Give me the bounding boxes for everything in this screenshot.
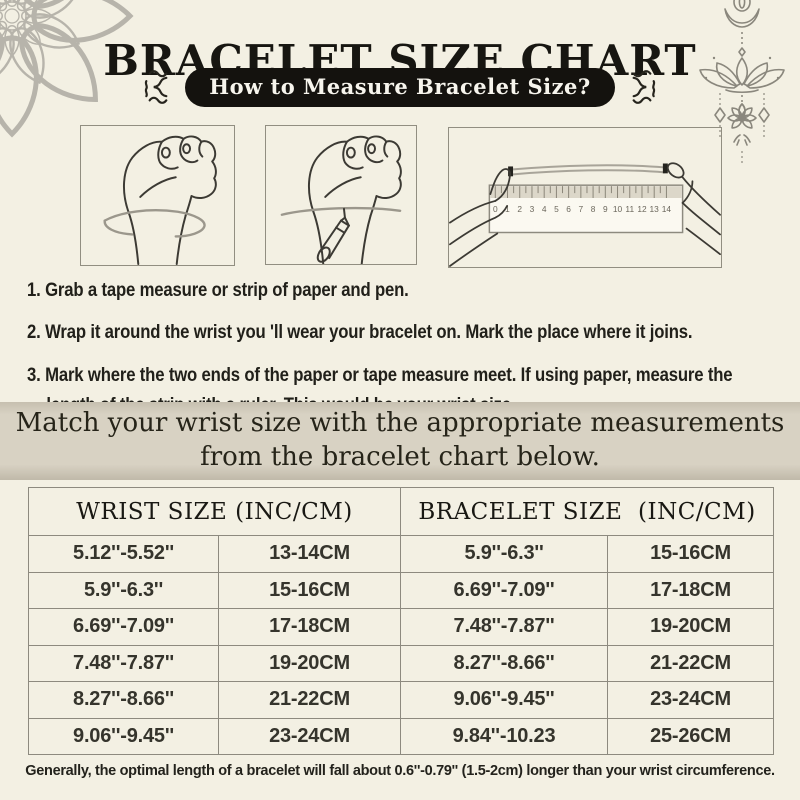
- table-row: 5.9''-6.3'' 15-16CM 6.69''-7.09'' 17-18CM: [28, 571, 775, 609]
- step-2: 2. Wrap it around the wrist you 'll wear…: [27, 318, 784, 348]
- match-instruction-band: Match your wrist size with the appropria…: [0, 402, 800, 480]
- ruler-number: 10: [613, 204, 623, 214]
- ruler-icon: 0 1 2 3 4 5 6 7 8 9 10 11 12 13 14: [488, 184, 684, 234]
- ruler-number: 8: [591, 204, 596, 214]
- step-1: 1. Grab a tape measure or strip of paper…: [27, 276, 784, 306]
- ruler-number: 5: [554, 204, 559, 214]
- ruler-number: 13: [650, 204, 660, 214]
- squiggle-left-icon: [145, 70, 168, 104]
- size-cell: 23-24CM: [606, 681, 775, 719]
- size-cell: 6.69''-7.09'': [28, 608, 219, 646]
- step-1-number: 1.: [27, 280, 41, 301]
- paper-strip-icon: [512, 164, 665, 176]
- marker-pen-icon: [316, 207, 350, 263]
- size-cell: 5.9''-6.3'': [400, 535, 608, 573]
- table-row: 9.06''-9.45'' 23-24CM 9.84''-10.23 25-26CM: [28, 717, 775, 755]
- ruler-number: 0: [493, 204, 498, 214]
- table-row: 6.69''-7.09'' 17-18CM 7.48''-7.87'' 19-20CM: [28, 608, 775, 646]
- lotus-ornament-icon: [699, 0, 785, 163]
- table-row: 8.27''-8.66'' 21-22CM 9.06''-9.45'' 23-24CM: [28, 681, 775, 719]
- size-table-header-row: WRIST SIZE (INC/CM) BRACELET SIZE (INC/C…: [28, 487, 775, 536]
- step-2-number: 2.: [27, 322, 41, 344]
- size-cell: 15-16CM: [606, 535, 775, 573]
- size-cell: 21-22CM: [606, 644, 775, 682]
- how-to-banner-row: How to Measure Bracelet Size?: [0, 66, 800, 108]
- size-cell: 5.12''-5.52'': [28, 535, 219, 573]
- how-to-measure-pill: How to Measure Bracelet Size?: [185, 67, 615, 107]
- match-line-2: from the bracelet chart below.: [200, 442, 600, 472]
- table-row: 7.48''-7.87'' 19-20CM 8.27''-8.66'' 21-22CM: [28, 644, 775, 682]
- match-line-1: Match your wrist size with the appropria…: [15, 408, 785, 439]
- size-cell: 5.9''-6.3'': [28, 571, 219, 609]
- ruler-number: 2: [517, 204, 522, 214]
- size-cell: 9.84''-10.23: [400, 717, 608, 755]
- size-cell: 25-26CM: [606, 717, 775, 755]
- size-cell: 17-18CM: [606, 571, 775, 609]
- mark-wrist-illustration: [265, 125, 417, 265]
- tape-loop-icon: [103, 209, 206, 238]
- size-cell: 19-20CM: [218, 644, 401, 682]
- size-cell: 9.06''-9.45'': [400, 681, 608, 719]
- size-table: WRIST SIZE (INC/CM) BRACELET SIZE (INC/C…: [28, 487, 775, 755]
- ruler-number: 1: [505, 204, 510, 214]
- ruler-number: 4: [542, 204, 547, 214]
- size-cell: 19-20CM: [606, 608, 775, 646]
- size-cell: 9.06''-9.45'': [28, 717, 219, 755]
- size-cell: 23-24CM: [218, 717, 401, 755]
- size-cell: 8.27''-8.66'': [400, 644, 608, 682]
- size-cell: 13-14CM: [218, 535, 401, 573]
- size-cell: 21-22CM: [218, 681, 401, 719]
- wrist-size-header: WRIST SIZE (INC/CM): [28, 487, 401, 536]
- ruler-number: 11: [625, 204, 634, 214]
- size-cell: 15-16CM: [218, 571, 401, 609]
- step-2-text: Wrap it around the wrist you 'll wear yo…: [45, 322, 693, 344]
- bracelet-size-header: BRACELET SIZE (INC/CM): [399, 487, 775, 536]
- size-cell: 7.48''-7.87'': [400, 608, 608, 646]
- ruler-number: 7: [579, 204, 584, 214]
- ruler-number: 12: [637, 204, 647, 214]
- tape-line-icon: [280, 206, 402, 216]
- size-cell: 8.27''-8.66'': [28, 681, 219, 719]
- size-cell: 6.69''-7.09'': [400, 571, 608, 609]
- ruler-number: 14: [662, 204, 672, 214]
- ruler-measure-illustration: 0 1 2 3 4 5 6 7 8 9 10 11 12 13 14: [448, 127, 722, 268]
- size-cell: 17-18CM: [218, 608, 401, 646]
- size-cell: 7.48''-7.87'': [28, 644, 219, 682]
- ruler-number: 9: [603, 204, 608, 214]
- footnote: Generally, the optimal length of a brace…: [25, 763, 775, 779]
- ruler-number: 3: [530, 204, 535, 214]
- right-hand-icon: [666, 162, 721, 256]
- wrap-wrist-illustration: [80, 125, 235, 266]
- ruler-number: 6: [566, 204, 571, 214]
- table-row: 5.12''-5.52'' 13-14CM 5.9''-6.3'' 15-16CM: [28, 535, 775, 573]
- step-1-text: Grab a tape measure or strip of paper an…: [45, 280, 409, 301]
- step-3-number: 3.: [27, 364, 41, 386]
- squiggle-right-icon: [632, 70, 655, 104]
- mandala-flower-icon: [0, 0, 152, 156]
- left-hand-icon: [449, 168, 511, 267]
